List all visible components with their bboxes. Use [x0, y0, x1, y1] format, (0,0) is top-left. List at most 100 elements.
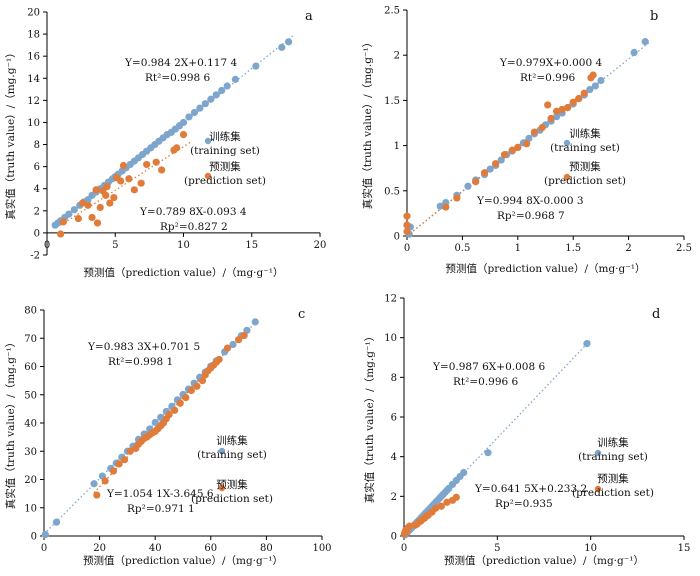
- x-tick-label: 2: [625, 243, 631, 254]
- prediction-point: [558, 105, 566, 114]
- prediction-point: [223, 344, 232, 352]
- legend-prediction-marker: [594, 485, 602, 493]
- y-tick-label: 10: [384, 333, 397, 344]
- prediction-fit-line: [60, 141, 191, 226]
- x-tick-label: 1: [515, 243, 521, 254]
- training-point: [252, 62, 260, 70]
- prediction-point: [432, 504, 440, 512]
- prediction-point: [182, 393, 190, 402]
- x-tick-label: 2.5: [676, 243, 692, 254]
- x-tick-label: 0.5: [454, 243, 470, 254]
- y-tick-label: 30: [24, 447, 37, 458]
- training-point: [591, 82, 599, 90]
- training-point: [212, 91, 220, 99]
- prediction-point: [121, 456, 129, 464]
- legend-training-sublabel: (training set): [197, 449, 267, 461]
- panel-b: 0 0.5 1 1.5 2 2.5 0 0.5 1 1.5 2 2.5 预测值（prediction v…: [361, 6, 692, 276]
- prediction-point: [215, 355, 223, 364]
- panel-letter: c: [298, 307, 305, 322]
- panel-letter: d: [652, 307, 660, 322]
- training-point: [70, 206, 78, 214]
- prediction-point: [106, 199, 114, 207]
- prediction-point: [137, 179, 145, 187]
- x-tick-label: 5: [494, 543, 500, 554]
- y-tick-label: 2: [391, 492, 397, 503]
- prediction-point: [92, 186, 100, 194]
- y-tick-label: 12: [27, 96, 40, 107]
- prediction-point: [74, 214, 82, 223]
- y-tick-label: 50: [24, 390, 37, 401]
- y-tick-label: 16: [27, 52, 40, 63]
- y-tick-label: 60: [24, 362, 37, 373]
- y-axis-title: 真实值（truth value）/（mg.g⁻¹）: [363, 331, 376, 503]
- legend-training-marker: [218, 447, 226, 455]
- legend-prediction-label: 预测集: [209, 160, 241, 173]
- prediction-point: [187, 386, 195, 395]
- prediction-point: [500, 151, 509, 159]
- prediction-point: [84, 201, 92, 209]
- y-tick-label: 20: [24, 475, 37, 486]
- prediction-point: [173, 144, 181, 152]
- training-point: [497, 156, 505, 164]
- legend-training-sublabel: (training set): [578, 451, 648, 463]
- y-tick-label: 70: [24, 334, 37, 345]
- training-point: [196, 104, 204, 112]
- training-equation: Y=0.987 6X+0.008 6: [432, 361, 545, 373]
- prediction-point: [158, 166, 166, 174]
- legend-training-label: 训练集: [569, 127, 601, 140]
- panel-c: 0 20 40 60 80 10001020304050607080预测值（predict…: [4, 306, 332, 568]
- y-tick-label: 2: [394, 51, 400, 62]
- prediction-point: [544, 101, 552, 109]
- training-point: [157, 413, 165, 421]
- y-tick-label: 1.5: [384, 96, 400, 107]
- training-point: [185, 113, 193, 121]
- training-point: [525, 134, 533, 142]
- training-point: [151, 418, 159, 427]
- legend-prediction-marker: [218, 484, 226, 492]
- prediction-point: [508, 146, 516, 154]
- y-tick-label: 0: [394, 232, 400, 243]
- prediction-point: [442, 203, 450, 211]
- y-tick-label: 10: [27, 118, 40, 129]
- training-point: [278, 43, 286, 51]
- y-tick-label: 40: [24, 419, 37, 430]
- training-r2: Rt²=0.998 1: [108, 356, 173, 368]
- prediction-point: [480, 169, 489, 177]
- training-r2: Rt²=0.998 6: [145, 72, 211, 84]
- training-point: [65, 210, 73, 218]
- y-tick-label: 1: [394, 141, 400, 152]
- prediction-r2: Rp²=0.971 1: [127, 503, 195, 515]
- legend-training-label: 训练集: [597, 436, 629, 449]
- prediction-point: [198, 377, 207, 385]
- x-tick-label: 0: [44, 240, 50, 251]
- prediction-point: [437, 502, 445, 510]
- legend-prediction-label: 预测集: [597, 472, 629, 485]
- y-tick-label: 2: [34, 206, 40, 217]
- prediction-point: [125, 175, 133, 183]
- training-point: [486, 165, 494, 173]
- x-tick-label: 80: [260, 543, 273, 554]
- prediction-point: [403, 221, 411, 229]
- y-tick-label: 10: [24, 503, 37, 514]
- prediction-point: [530, 128, 539, 136]
- training-r2: Rt²=0.996 6: [453, 376, 519, 388]
- legend-training-label: 训练集: [216, 434, 248, 447]
- prediction-point: [492, 160, 500, 168]
- legend-prediction-sublabel: (prediction set): [184, 175, 266, 187]
- x-tick-label: 10: [584, 543, 597, 554]
- x-tick-label: 5: [112, 240, 118, 251]
- prediction-equation: Y=0.641 5X+0.233 2: [474, 483, 587, 495]
- prediction-equation: Y=1.054 1X-3.645 6: [106, 488, 214, 500]
- prediction-point: [126, 447, 134, 455]
- y-axis-title: 真实值（truth value）/（mg.g⁻¹）: [4, 337, 17, 509]
- prediction-point: [93, 219, 102, 227]
- prediction-point: [472, 178, 480, 186]
- prediction-r2: Rp²=0.968 7: [497, 210, 565, 222]
- y-tick-label: 4: [391, 452, 397, 463]
- x-tick-label: 15: [678, 543, 691, 554]
- prediction-point: [171, 406, 179, 414]
- prediction-point: [403, 212, 411, 220]
- prediction-point: [514, 143, 522, 152]
- prediction-point: [453, 194, 461, 202]
